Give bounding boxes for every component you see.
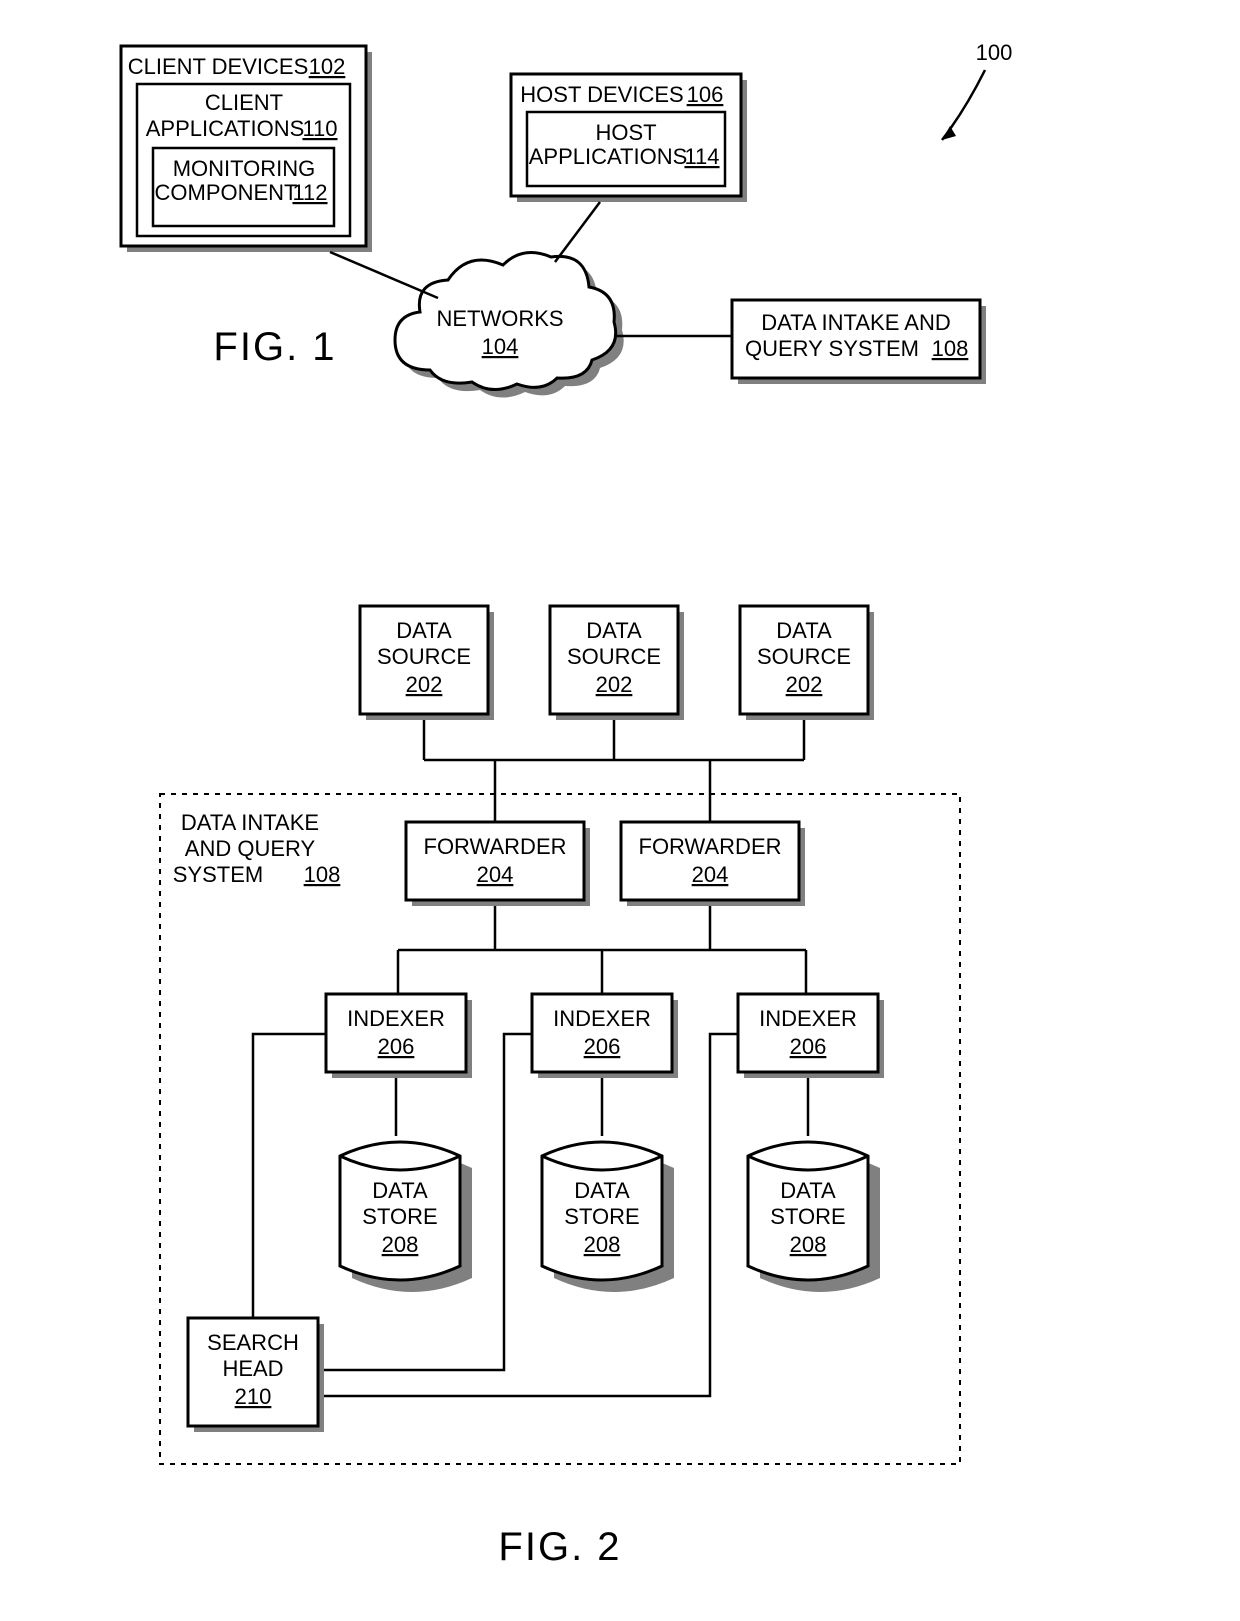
arrowhead-100 (942, 126, 956, 140)
idx3-ref: 206 (790, 1034, 827, 1059)
idx1-label: INDEXER (347, 1006, 445, 1031)
ds3-line1: DATA (776, 618, 832, 643)
idx1-ref: 206 (378, 1034, 415, 1059)
store2-line2: STORE (564, 1204, 639, 1229)
diagram-canvas: 100 CLIENT DEVICES 102 CLIENT APPLICATIO… (0, 0, 1240, 1621)
store2-line1: DATA (574, 1178, 630, 1203)
ds3-ref: 202 (786, 672, 823, 697)
fwd2-label: FORWARDER (639, 834, 782, 859)
ds3-line2: SOURCE (757, 644, 851, 669)
search-head-line1: SEARCH (207, 1330, 299, 1355)
line-host-to-network (555, 202, 600, 262)
store3-line2: STORE (770, 1204, 845, 1229)
search-head-ref: 210 (235, 1384, 272, 1409)
system-label-line3: SYSTEM (173, 862, 263, 887)
host-devices-ref: 106 (687, 82, 724, 107)
data-intake-line1: DATA INTAKE AND (761, 310, 950, 335)
ds2-ref: 202 (596, 672, 633, 697)
ds1-line1: DATA (396, 618, 452, 643)
client-applications-ref: 110 (302, 116, 337, 141)
ds2-line1: DATA (586, 618, 642, 643)
data-intake-ref: 108 (932, 336, 969, 361)
ds1-ref: 202 (406, 672, 443, 697)
store2-ref: 208 (584, 1232, 621, 1257)
idx2-label: INDEXER (553, 1006, 651, 1031)
system-ref-100: 100 (976, 40, 1013, 65)
client-devices-label: CLIENT DEVICES (128, 54, 309, 79)
client-applications-line2: APPLICATIONS (146, 116, 305, 141)
idx2-ref: 206 (584, 1034, 621, 1059)
data-intake-line2: QUERY SYSTEM (745, 336, 919, 361)
figure1-label: FIG. 1 (213, 325, 336, 369)
store1-line2: STORE (362, 1204, 437, 1229)
host-applications-ref: 114 (684, 144, 719, 169)
host-applications-line2: APPLICATIONS (529, 144, 688, 169)
store1-ref: 208 (382, 1232, 419, 1257)
ds2-line2: SOURCE (567, 644, 661, 669)
client-devices-ref: 102 (309, 54, 346, 79)
monitoring-component-line2: COMPONENT (155, 180, 298, 205)
system-label-ref: 108 (304, 862, 341, 887)
idx3-label: INDEXER (759, 1006, 857, 1031)
search-head-line2: HEAD (222, 1356, 283, 1381)
monitoring-component-line1: MONITORING (173, 156, 316, 181)
system-label-line1: DATA INTAKE (181, 810, 319, 835)
host-applications-line1: HOST (595, 120, 656, 145)
system-label-line2: AND QUERY (185, 836, 316, 861)
fwd1-ref: 204 (477, 862, 514, 887)
networks-label: NETWORKS (436, 306, 563, 331)
fwd1-label: FORWARDER (424, 834, 567, 859)
store3-ref: 208 (790, 1232, 827, 1257)
line-sh-to-idx1 (253, 1034, 326, 1318)
line-client-to-network (330, 252, 438, 298)
store3-line1: DATA (780, 1178, 836, 1203)
ds1-line2: SOURCE (377, 644, 471, 669)
networks-ref: 104 (482, 334, 519, 359)
store1-line1: DATA (372, 1178, 428, 1203)
client-applications-line1: CLIENT (205, 90, 283, 115)
host-devices-label: HOST DEVICES (520, 82, 683, 107)
figure2-label: FIG. 2 (498, 1525, 621, 1569)
monitoring-component-ref: 112 (292, 180, 327, 205)
fwd2-ref: 204 (692, 862, 729, 887)
